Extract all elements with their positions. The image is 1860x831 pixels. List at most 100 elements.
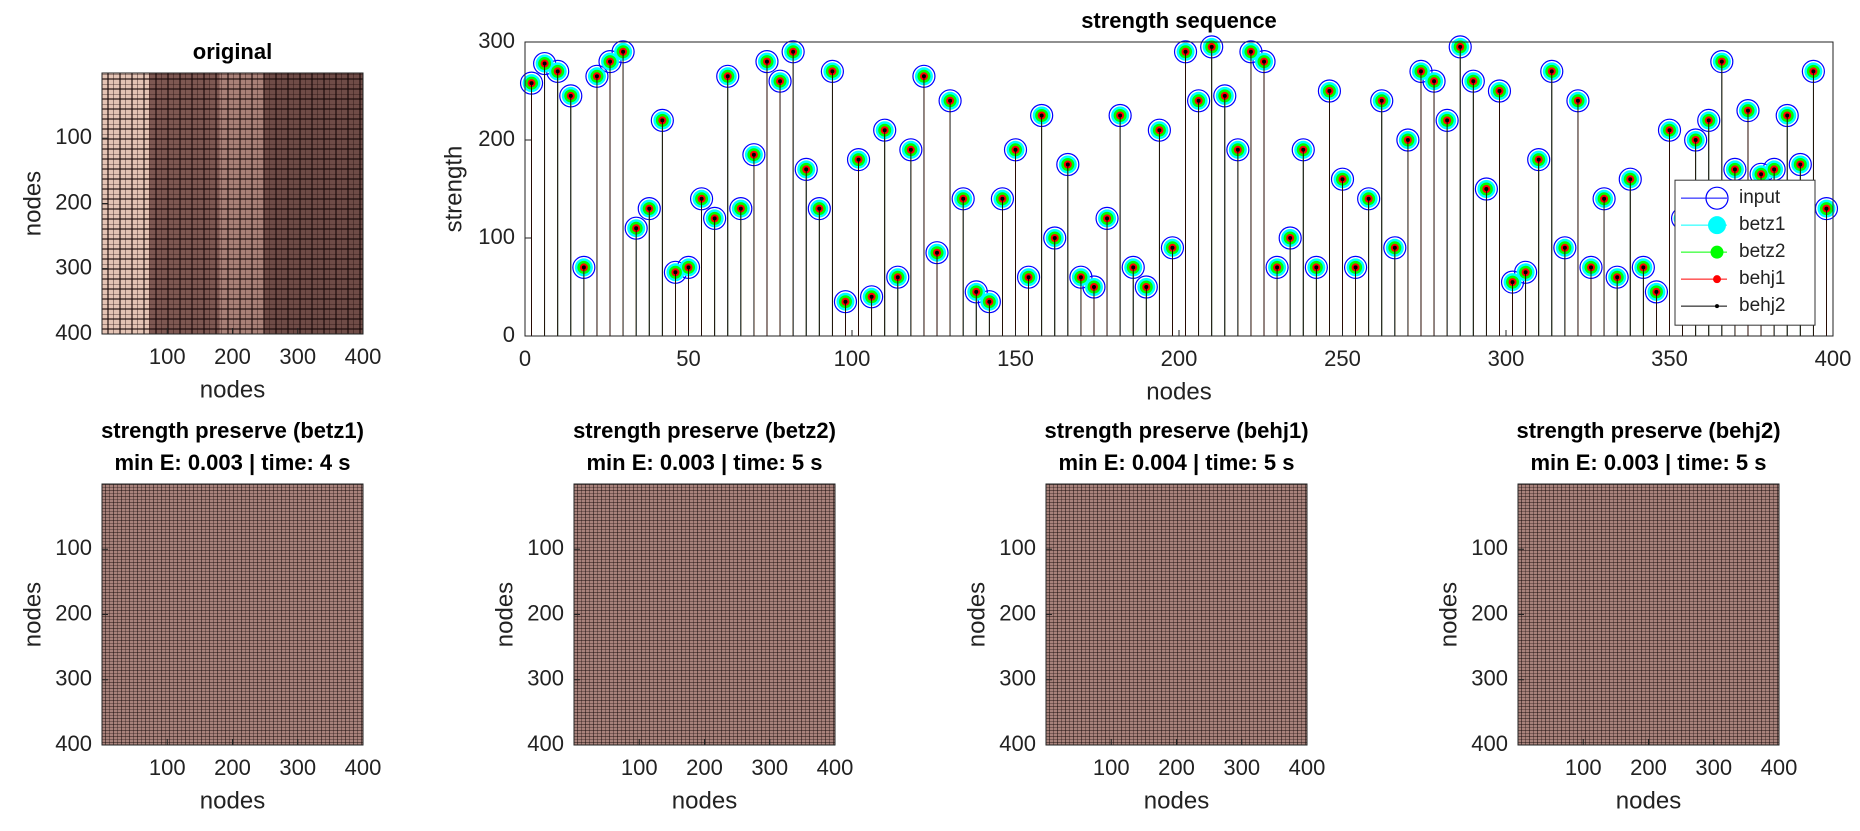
y-tick-label: 400 (527, 731, 564, 756)
marker (1484, 187, 1489, 191)
chart-title: min E: 0.003 | time: 5 s (1530, 450, 1766, 475)
marker (1458, 44, 1463, 49)
marker (1039, 113, 1044, 118)
marker (529, 81, 534, 86)
x-axis-label: nodes (672, 787, 737, 814)
marker (1811, 69, 1816, 74)
marker (987, 299, 992, 304)
y-tick-label: 100 (55, 535, 92, 560)
x-tick-label: 300 (279, 344, 316, 369)
marker (1353, 265, 1358, 270)
y-tick-label: 100 (527, 535, 564, 560)
marker (1497, 89, 1502, 93)
chart-title: strength sequence (1081, 8, 1277, 33)
marker (1693, 138, 1698, 142)
legend-label: behj1 (1739, 268, 1786, 289)
x-tick-label: 300 (1223, 755, 1260, 780)
legend-marker (1708, 216, 1726, 235)
y-tick-label: 400 (55, 731, 92, 756)
x-axis-label: nodes (1146, 378, 1211, 405)
marker (856, 157, 861, 162)
marker (1118, 113, 1123, 118)
marker (843, 299, 848, 304)
marker (1183, 49, 1188, 54)
marker (1706, 118, 1711, 123)
marker (1379, 98, 1384, 103)
x-tick-label: 100 (621, 755, 658, 780)
marker (1418, 69, 1423, 74)
marker (830, 69, 835, 74)
x-tick-label: 300 (279, 755, 316, 780)
x-tick-label: 100 (149, 344, 186, 369)
y-tick-label: 100 (1471, 535, 1508, 560)
marker (948, 98, 953, 103)
heatmap-image (1518, 484, 1779, 745)
x-axis-label: nodes (200, 787, 265, 814)
axes-box (101, 483, 364, 746)
y-axis-label: strength (440, 146, 467, 233)
y-tick-label: 200 (999, 600, 1036, 625)
marker (594, 74, 599, 79)
marker (817, 206, 822, 211)
y-tick-label: 300 (55, 255, 92, 280)
y-tick-label: 200 (1471, 600, 1508, 625)
y-tick-label: 200 (55, 600, 92, 625)
marker (804, 167, 809, 172)
marker (1641, 265, 1646, 270)
marker (921, 74, 926, 79)
marker (791, 49, 796, 54)
marker (1654, 289, 1659, 294)
chart-title: original (193, 39, 272, 64)
marker (1000, 196, 1005, 201)
x-tick-label: 100 (1565, 755, 1602, 780)
marker (1288, 236, 1293, 240)
marker (1248, 49, 1253, 54)
y-tick-label: 200 (478, 126, 515, 151)
legend-marker (1715, 304, 1719, 309)
x-axis-label: nodes (200, 376, 265, 403)
marker (1222, 93, 1227, 98)
marker (608, 59, 613, 64)
marker (1144, 285, 1149, 289)
marker (1157, 128, 1162, 133)
marker (1209, 44, 1214, 49)
y-tick-label: 300 (1471, 666, 1508, 691)
x-tick-label: 250 (1324, 346, 1361, 371)
marker (1131, 265, 1136, 270)
y-axis-label: nodes (19, 582, 46, 647)
x-tick-label: 200 (686, 755, 723, 780)
chart-title: strength preserve (behj2) (1516, 418, 1780, 443)
x-tick-label: 400 (345, 344, 382, 369)
x-tick-label: 350 (1651, 346, 1688, 371)
marker (568, 93, 573, 98)
marker (1523, 270, 1528, 275)
x-tick-label: 50 (676, 346, 700, 371)
marker (1615, 275, 1620, 280)
marker (1392, 245, 1397, 250)
legend-marker (1713, 275, 1721, 284)
marker (621, 49, 626, 54)
y-tick-label: 200 (527, 600, 564, 625)
legend-label: betz1 (1739, 214, 1785, 235)
marker (1052, 236, 1057, 240)
x-tick-label: 200 (1161, 346, 1198, 371)
y-tick-label: 300 (999, 666, 1036, 691)
marker (882, 128, 887, 133)
chart-title: min E: 0.003 | time: 5 s (586, 450, 822, 475)
x-axis-label: nodes (1616, 787, 1681, 814)
y-tick-label: 400 (999, 731, 1036, 756)
x-tick-label: 100 (1093, 755, 1130, 780)
x-tick-label: 400 (1289, 755, 1326, 780)
x-axis-label: nodes (1144, 787, 1209, 814)
marker (1340, 177, 1345, 182)
marker (961, 196, 966, 201)
chart-title: min E: 0.004 | time: 5 s (1058, 450, 1294, 475)
marker (1667, 128, 1672, 133)
y-tick-label: 300 (527, 666, 564, 691)
y-tick-label: 400 (1471, 731, 1508, 756)
y-axis-label: nodes (491, 582, 518, 647)
y-tick-label: 100 (478, 224, 515, 249)
legend-marker (1705, 186, 1729, 210)
marker (1301, 147, 1306, 152)
